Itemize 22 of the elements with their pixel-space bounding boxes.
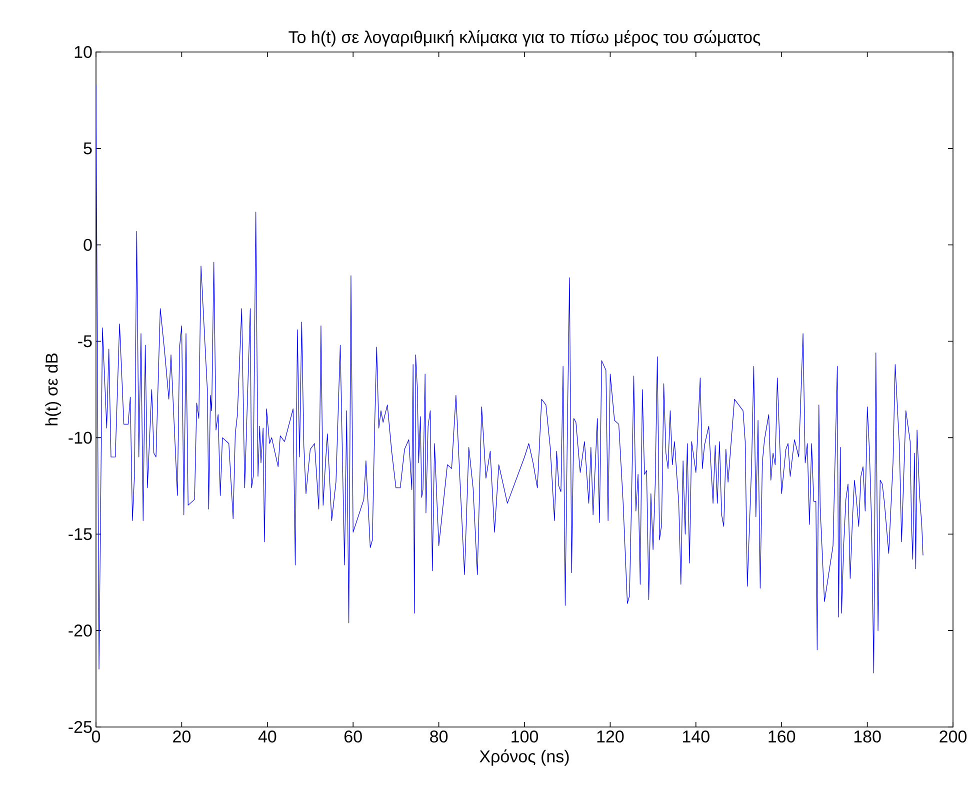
x-tick-label: 200 (940, 730, 967, 743)
x-tick-label: 80 (430, 730, 448, 743)
chart-title: Το h(t) σε λογαριθμική κλίμακα για το πίσω μέρος του σώματος (288, 30, 760, 46)
x-tick-label: 0 (92, 730, 100, 743)
x-tick-label: 140 (683, 730, 710, 743)
x-tick-label: 160 (768, 730, 796, 743)
x-tick-label: 120 (597, 730, 624, 743)
x-tick-label: 40 (258, 730, 276, 743)
x-tick-label: 60 (344, 730, 362, 743)
y-tick-label: -5 (78, 335, 92, 348)
y-tick-label: -15 (68, 528, 92, 540)
y-tick-label: 5 (84, 142, 92, 154)
y-tick-label: 10 (74, 46, 92, 58)
y-tick-label: -20 (68, 624, 92, 637)
x-tick-label: 180 (854, 730, 881, 743)
y-axis-title: h(t) σε dB (45, 354, 62, 426)
y-tick-label: -10 (68, 432, 92, 444)
x-tick-label: 20 (173, 730, 190, 743)
x-axis-title: Χρόνος (ns) (480, 749, 569, 766)
y-tick-label: -25 (68, 720, 92, 734)
x-tick-label: 100 (512, 730, 538, 743)
y-tick-label: 0 (84, 238, 92, 251)
